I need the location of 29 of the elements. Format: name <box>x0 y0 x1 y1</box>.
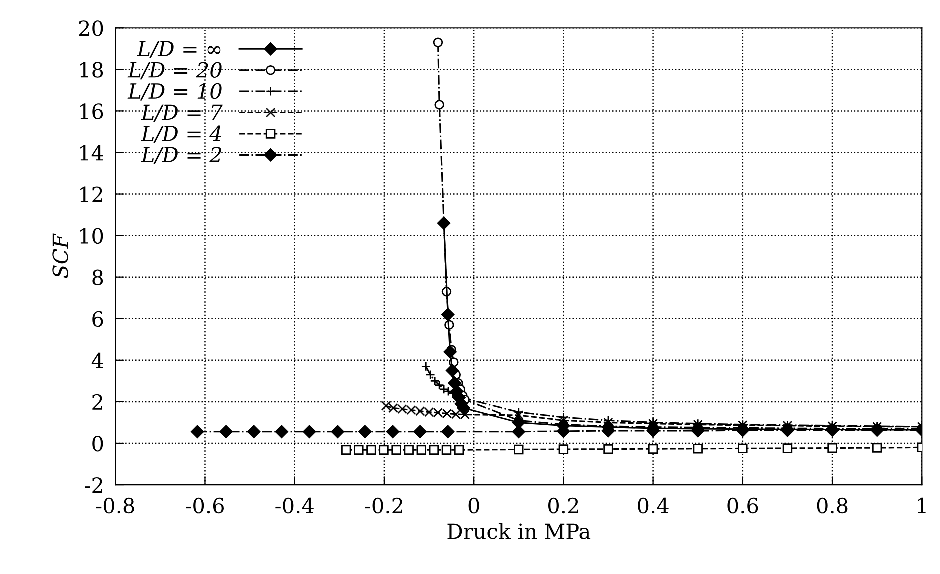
legend-label: L/D = 2 <box>141 147 222 164</box>
y-tick-label: -2 <box>85 477 102 493</box>
legend-label: L/D = 4 <box>141 126 222 144</box>
legend-label: L/D = 10 <box>128 83 222 101</box>
legend-label: L/D = 7 <box>141 104 223 122</box>
y-tick-label: 18 <box>80 62 104 78</box>
x-tick-label: 0.8 <box>817 498 848 514</box>
y-tick-label: 0 <box>92 436 104 452</box>
y-tick-label: 16 <box>80 104 104 120</box>
x-tick-label: -0.8 <box>96 498 134 514</box>
x-tick-label: 0 <box>468 498 480 514</box>
x-axis-title: Druck in MPa <box>448 523 591 540</box>
x-tick-label: -0.2 <box>365 498 402 514</box>
y-tick-label: 2 <box>92 394 102 410</box>
y-tick-label: 20 <box>79 20 104 36</box>
legend-label: L/D = ∞ <box>136 41 221 58</box>
y-tick-label: 4 <box>92 352 104 368</box>
y-tick-label: 12 <box>80 186 102 202</box>
y-axis-title: SCF <box>52 234 68 278</box>
x-tick-label: 0.6 <box>728 498 758 514</box>
x-tick-label: -0.6 <box>186 498 224 514</box>
x-tick-label: 0.4 <box>638 498 669 514</box>
y-tick-label: 6 <box>92 311 104 328</box>
y-tick-label: 8 <box>92 270 104 286</box>
x-tick-label: -0.4 <box>276 498 314 514</box>
x-tick-label: 1 <box>918 498 926 514</box>
y-tick-label: 14 <box>80 145 104 161</box>
x-tick-label: 0.2 <box>548 498 578 514</box>
y-tick-label: 10 <box>80 228 104 244</box>
